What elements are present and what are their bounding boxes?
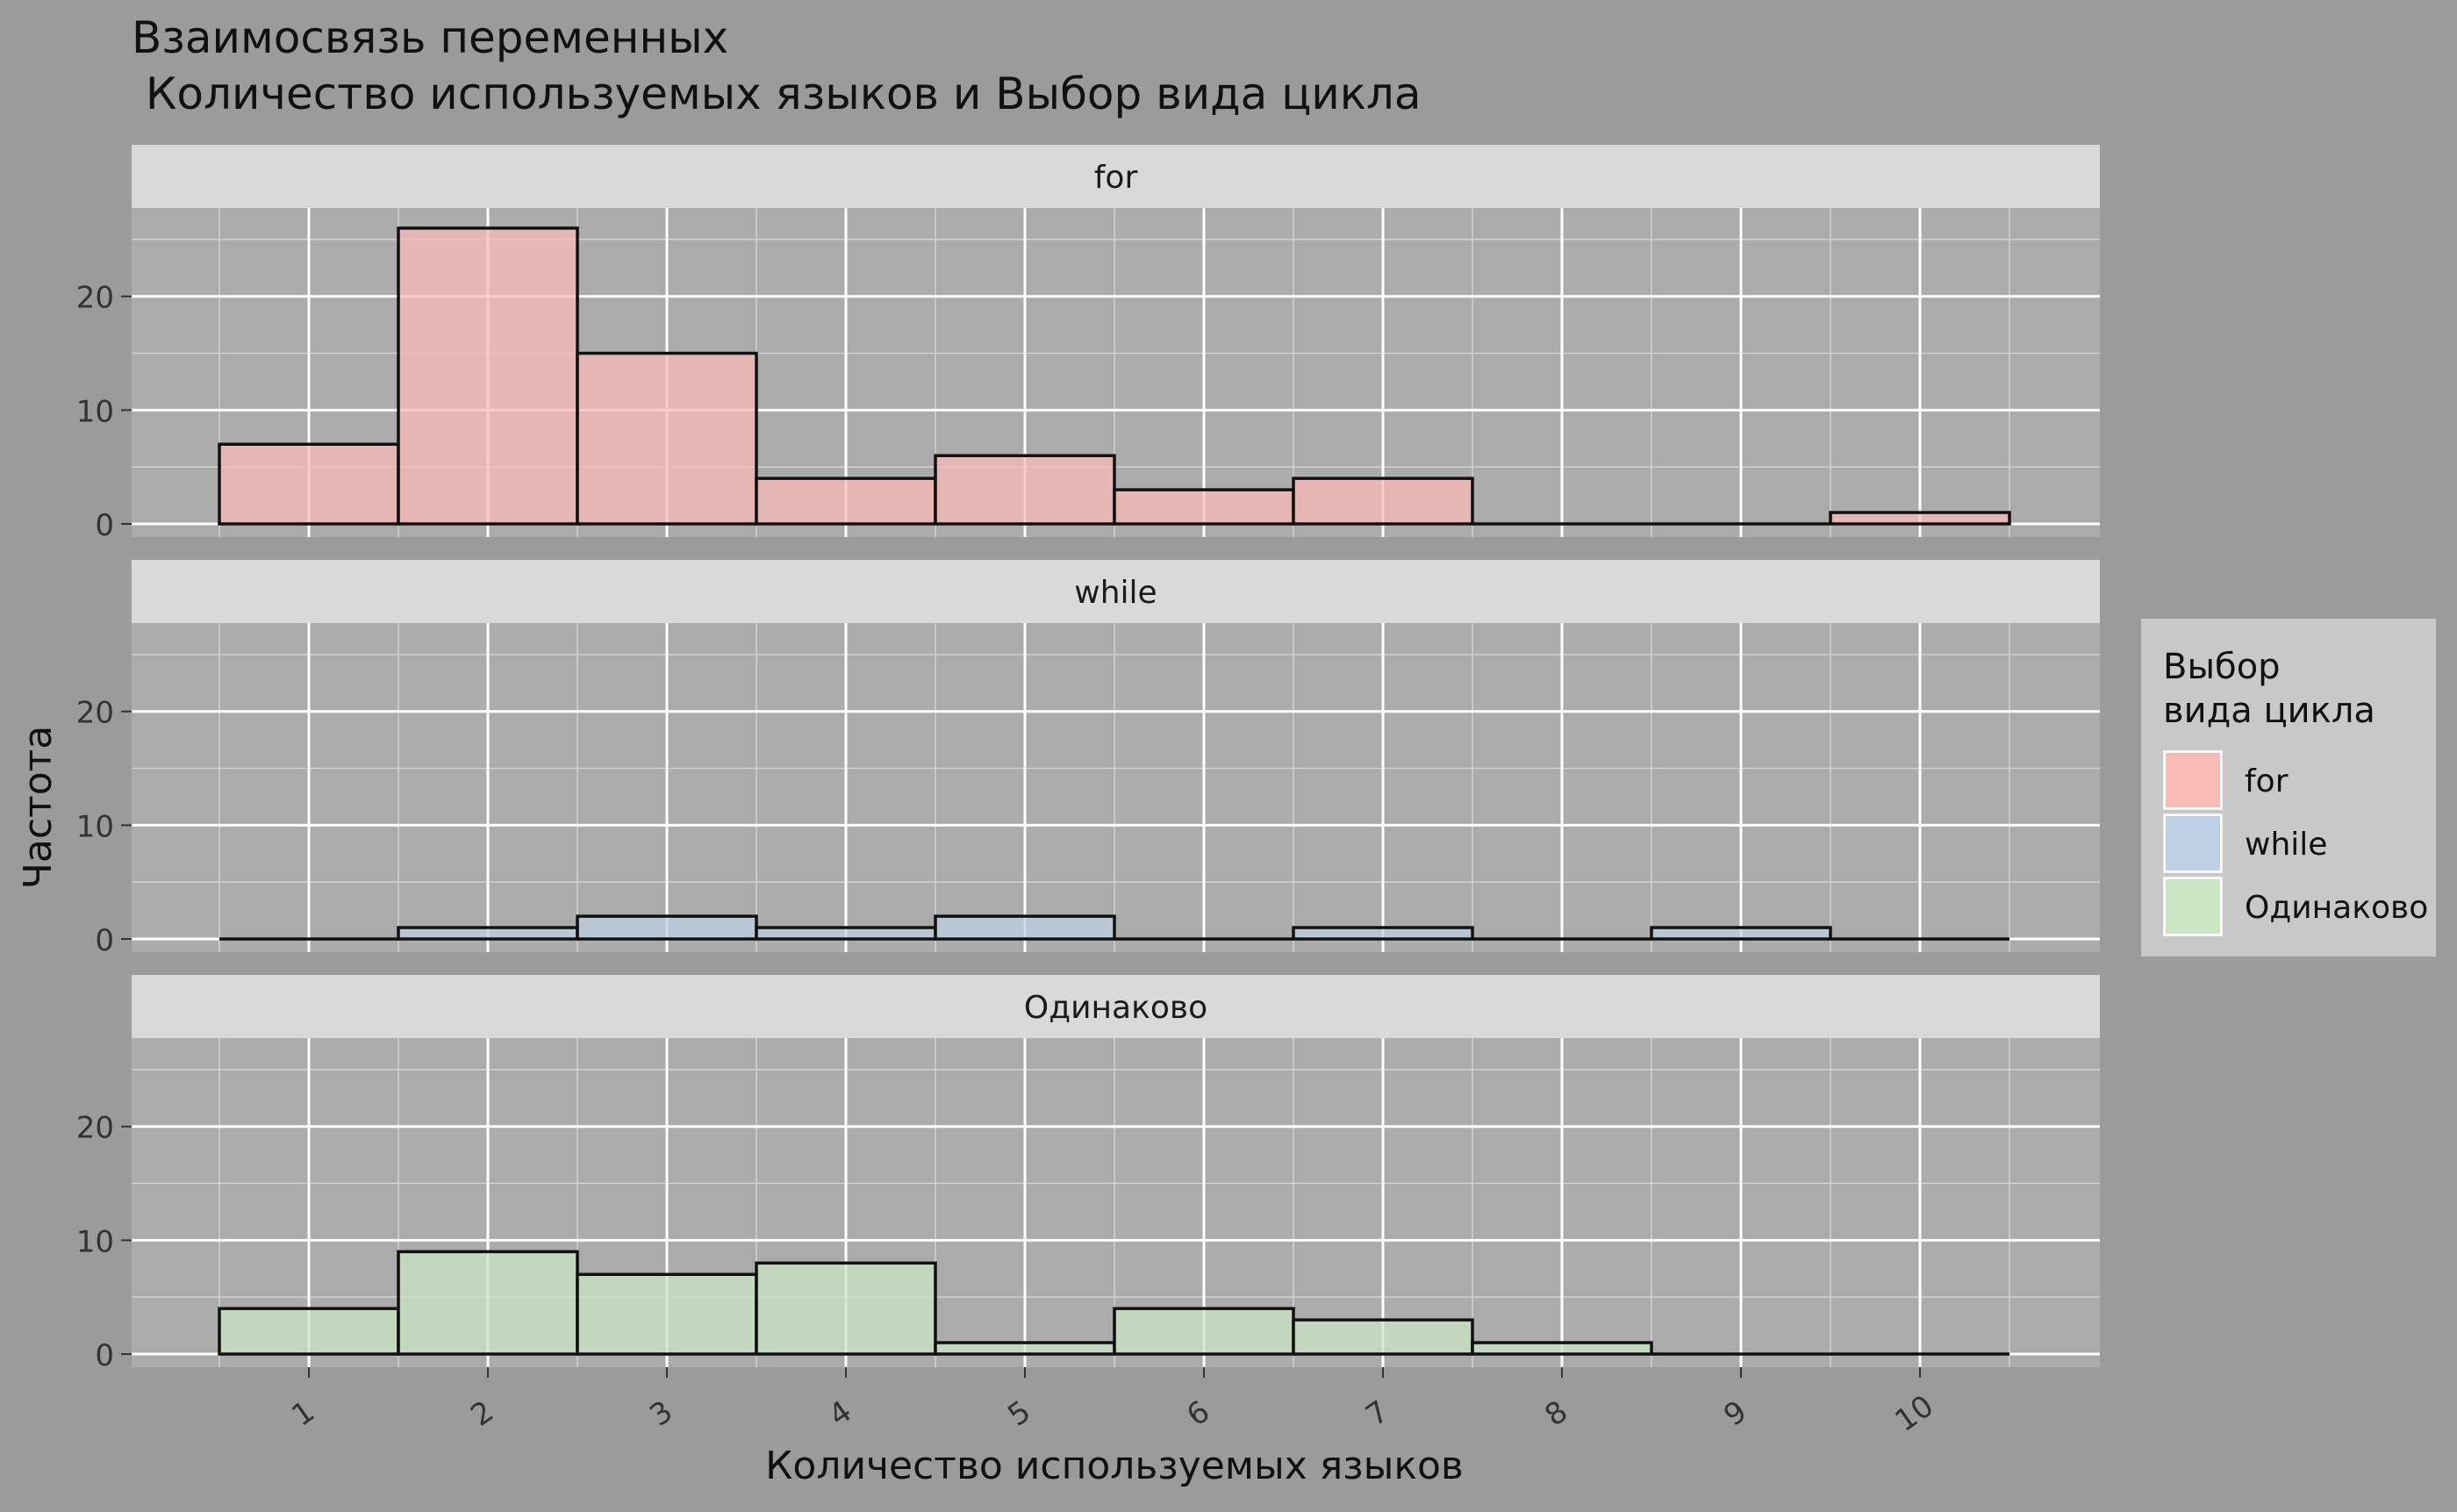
facet-panel-3: Одинаково 0 10 20: [76, 975, 2100, 1373]
bar: [755, 926, 937, 941]
chart-title-line1: Взаимосвязь переменных: [132, 12, 728, 63]
facet-strip: [132, 145, 2100, 208]
facet-strip-label: Одинаково: [1024, 990, 1207, 1026]
facet-panel-1: for 0 10 20: [76, 145, 2100, 543]
legend-title-line1: Выбор: [2163, 647, 2281, 687]
bar: [1471, 1341, 1653, 1356]
bar: [755, 1261, 937, 1356]
chart-title-line2: Количество используемых языков и Выбор в…: [132, 68, 1422, 119]
facet-strip: [132, 975, 2100, 1038]
bar: [755, 477, 937, 526]
facet-strip: [132, 560, 2100, 623]
x-axis-label: Количество используемых языков: [765, 1444, 1464, 1488]
bar: [397, 226, 579, 526]
y-tick-label: 20: [76, 1111, 114, 1146]
bar: [934, 914, 1116, 941]
facet-strip-label: while: [1074, 575, 1157, 611]
facet-panel-2: while 0 10 20: [76, 560, 2100, 958]
bar: [218, 442, 400, 526]
bar: [1829, 511, 2011, 526]
bar: [397, 1250, 579, 1356]
bar: [1292, 926, 1474, 941]
legend-entry-label: while: [2245, 827, 2327, 863]
y-tick-label: 20: [76, 696, 114, 731]
bar: [1292, 1318, 1474, 1356]
bar: [934, 1341, 1116, 1356]
y-tick-label: 10: [76, 1224, 114, 1259]
legend-entry-label: Одинаково: [2245, 890, 2428, 926]
bar: [1113, 1307, 1295, 1356]
bar: [1113, 488, 1295, 526]
y-tick-label: 10: [76, 394, 114, 429]
bar: [218, 1307, 400, 1356]
facet-strip-label: for: [1094, 160, 1138, 196]
bar: [576, 1272, 758, 1356]
bar: [576, 351, 758, 526]
panel-background: [132, 623, 2100, 952]
legend: Выбор вида цикла for while Одинаково: [2141, 619, 2436, 957]
bar: [397, 926, 579, 941]
legend-key-swatch: [2164, 878, 2222, 935]
bar: [576, 914, 758, 941]
y-tick-label: 10: [76, 809, 114, 844]
legend-key-swatch: [2164, 814, 2222, 872]
facet-panels: for 0 10 20 while 0 10 20 Одинаково 0 10 20: [76, 145, 2100, 1373]
bar: [1292, 477, 1474, 526]
legend-entry-label: for: [2245, 763, 2289, 799]
legend-key-swatch: [2164, 751, 2222, 809]
y-tick-label: 0: [95, 508, 114, 543]
y-tick-label: 0: [95, 923, 114, 958]
bar: [934, 454, 1116, 526]
y-tick-label: 0: [95, 1338, 114, 1373]
y-tick-label: 20: [76, 281, 114, 316]
y-axis-label: Частота: [16, 726, 61, 889]
bar: [1650, 926, 1832, 941]
legend-title-line2: вида цикла: [2163, 691, 2375, 731]
